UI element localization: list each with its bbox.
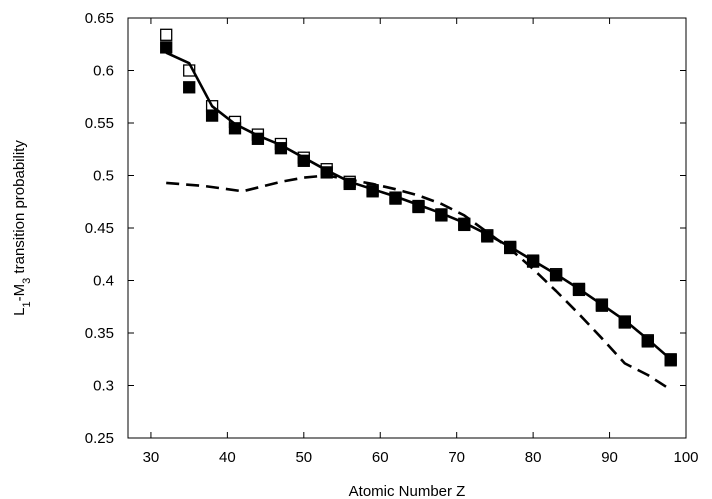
x-axis-label: Atomic Number Z: [349, 483, 466, 499]
filled-square-point: [251, 132, 265, 145]
filled-square-point: [183, 81, 196, 94]
y-tick-label: 0.35: [85, 325, 114, 342]
y-tick-label: 0.55: [85, 115, 114, 132]
filled-square-point: [458, 218, 471, 232]
y-tick-label: 0.6: [93, 63, 114, 80]
filled-square-point: [343, 177, 356, 191]
filled-square-point: [274, 142, 288, 155]
filled-square-point: [549, 269, 563, 282]
filled-square-point: [297, 154, 310, 167]
y-tick-label: 0.45: [85, 220, 114, 237]
filled-square-point: [160, 41, 173, 54]
x-tick-label: 50: [295, 449, 312, 466]
open-square-point: [183, 64, 196, 77]
filled-square-point: [641, 335, 654, 348]
y-axis-label: L1-M3 transition probability: [11, 140, 33, 316]
plot-frame: [127, 17, 687, 439]
filled-square-point: [572, 283, 586, 297]
filled-square-point: [205, 109, 219, 122]
filled-square-point: [481, 230, 494, 243]
filled-square-point: [504, 241, 517, 255]
filled-square-point: [618, 316, 631, 329]
filled-square-point: [526, 255, 540, 268]
x-tick-label: 40: [219, 449, 236, 466]
filled-square-point: [595, 299, 609, 312]
y-tick-label: 0.3: [93, 378, 114, 395]
x-tick-label: 70: [448, 449, 465, 466]
y-tick-label: 0.25: [85, 430, 114, 447]
y-tick-label: 0.5: [93, 168, 114, 185]
x-tick-label: 100: [673, 449, 698, 466]
filled-square-point: [389, 192, 402, 205]
axis-ticks: [128, 17, 687, 439]
x-tick-label: 60: [372, 449, 389, 466]
tick-labels: 30 40 50 60 70 80 90 100 0.25 0.3 0.35 0.4 0.45 0.5 0.…: [85, 10, 699, 466]
series-dashed-line: [166, 174, 672, 391]
filled-square-point: [435, 209, 448, 222]
x-tick-label: 90: [601, 449, 618, 466]
filled-square-point: [366, 185, 379, 198]
y-tick-label: 0.4: [93, 273, 114, 290]
filled-square-point: [412, 200, 425, 214]
filled-square-point: [228, 122, 242, 135]
x-tick-label: 30: [143, 449, 160, 466]
filled-square-point: [664, 353, 677, 366]
filled-square-point: [320, 166, 333, 179]
open-square-point: [160, 28, 173, 41]
y-tick-label: 0.65: [85, 10, 114, 27]
series-layer: [160, 28, 677, 391]
x-tick-label: 80: [525, 449, 542, 466]
